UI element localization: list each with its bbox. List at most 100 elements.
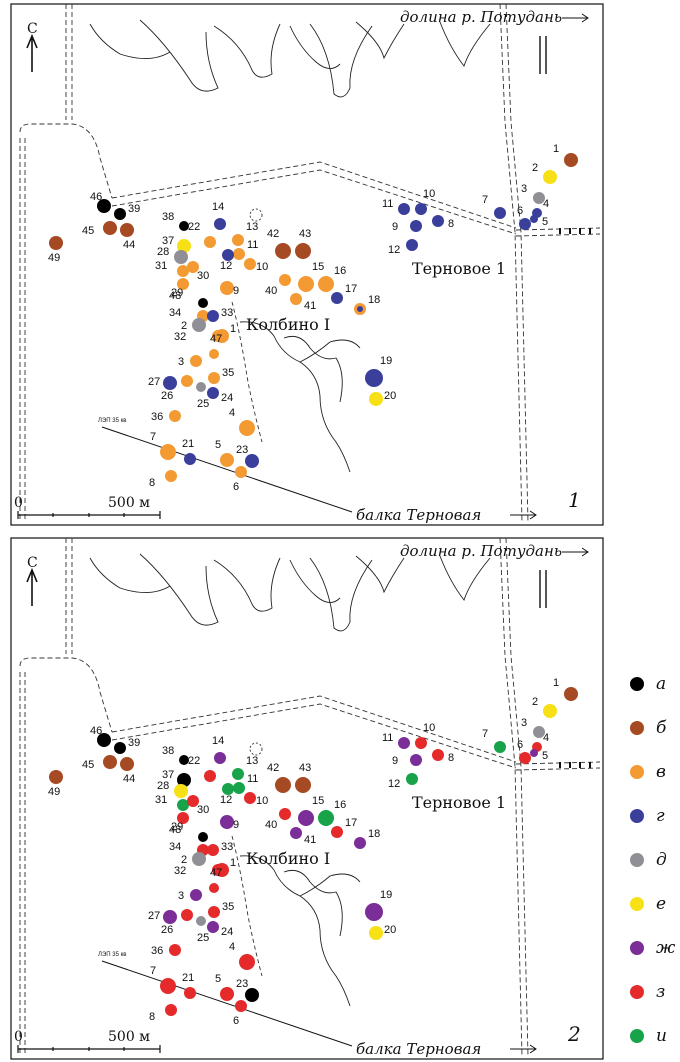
find-point-label-1: 1 [553,677,559,689]
find-point-7 [160,978,176,994]
find-point-label-7: 7 [482,194,488,206]
scale-zero: 0 [14,495,23,511]
find-point-label-36: 36 [151,411,163,423]
legend-label-a: а [656,674,666,694]
legend-label-i: и [656,1026,667,1046]
find-point-19 [365,903,383,921]
find-point-31 [177,265,189,277]
road-line [515,227,601,237]
legend-label-e: е [656,894,666,914]
road-rail-ticks [559,228,591,234]
ravine-edge [239,321,351,473]
find-point-12 [222,783,234,795]
legend-label-g: г [656,806,665,826]
north-label: С [27,21,38,37]
find-point-label-6: 6 [517,739,523,751]
find-point-22 [204,770,216,782]
find-point-label-42: 42 [267,228,279,240]
find-point-40 [279,274,291,286]
find-point-5 [220,987,234,1001]
scale-bar [17,511,161,519]
find-point-39 [114,208,126,220]
find-point-15 [298,810,314,826]
find-point-12 [406,773,418,785]
find-point-label-8: 8 [448,752,454,764]
north-arrow-icon [26,33,38,72]
ravine-edge [139,19,219,92]
find-point-7 [494,207,506,219]
find-point-label-7: 7 [150,965,156,977]
find-point-8 [165,1004,177,1016]
find-point-label-4: 4 [543,732,549,744]
find-point-label-38: 38 [162,211,174,223]
find-point-46 [97,199,111,213]
find-point-14 [214,752,226,764]
find-point-17 [331,292,343,304]
ravine-edge [355,555,405,594]
find-point-label-31: 31 [155,794,167,806]
find-point-label-49: 49 [48,252,60,264]
find-point-label-49: 49 [48,786,60,798]
valley-label: долина р. Потудань [400,542,562,560]
find-point-36 [169,410,181,422]
find-point-37 [177,773,191,787]
find-point-3 [533,726,545,738]
find-point-28 [174,784,188,798]
find-point-6 [519,218,531,230]
find-point-label-11: 11 [382,198,393,210]
legend-label-d: д [656,850,667,870]
find-point-12 [406,239,418,251]
find-point-label-4: 4 [229,941,235,953]
road-line [65,4,73,120]
find-point-label-19: 19 [380,355,392,367]
find-point-label-45: 45 [82,225,94,237]
find-point-21 [184,987,196,999]
find-point-label-25: 25 [197,398,209,410]
north-arrow-icon [26,567,38,606]
find-point-label-2: 2 [181,854,187,866]
find-point-49 [49,236,63,250]
find-point-38 [179,221,189,231]
ravine-edge [213,23,281,78]
legend-swatch-d [630,853,644,867]
legend-swatch-a [630,677,644,691]
find-point-label-10: 10 [256,261,268,273]
find-point-8 [165,470,177,482]
find-point-label-4: 4 [543,198,549,210]
find-point-label-30: 30 [197,270,209,282]
find-point-33 [207,310,219,322]
find-point-label-47: 47 [210,867,222,879]
power-line [101,426,353,513]
find-point-27 [163,376,177,390]
find-point-label-11: 11 [247,773,258,785]
find-point-42 [275,777,291,793]
find-point-5 [220,453,234,467]
find-point-9 [410,220,422,232]
power-line [101,960,353,1047]
find-point-2 [543,704,557,718]
find-point-label-7: 7 [482,728,488,740]
find-point-label-32: 32 [174,331,186,343]
find-point-label-29: 29 [171,821,183,833]
find-point-2 [543,170,557,184]
find-point-45 [103,755,117,769]
find-point-label-8: 8 [149,477,155,489]
find-point-37 [177,239,191,253]
find-point-label-24: 24 [221,392,233,404]
find-point-13 [232,768,244,780]
find-point-label-19: 19 [380,889,392,901]
ravine-label: балка Терновая [356,1040,481,1058]
find-point-13 [232,234,244,246]
find-point-43 [295,243,311,259]
find-point-label-5: 5 [542,750,548,762]
find-point-label-14: 14 [212,735,224,747]
find-point-label-12: 12 [220,794,232,806]
road-line [19,657,113,1056]
find-point-label-2: 2 [532,696,538,708]
find-point-6 [519,752,531,764]
find-point-16 [318,276,334,292]
find-point-2 [192,852,206,866]
ravine-edge [139,553,219,626]
ravine-edge [89,23,171,59]
find-point-8 [432,749,444,761]
